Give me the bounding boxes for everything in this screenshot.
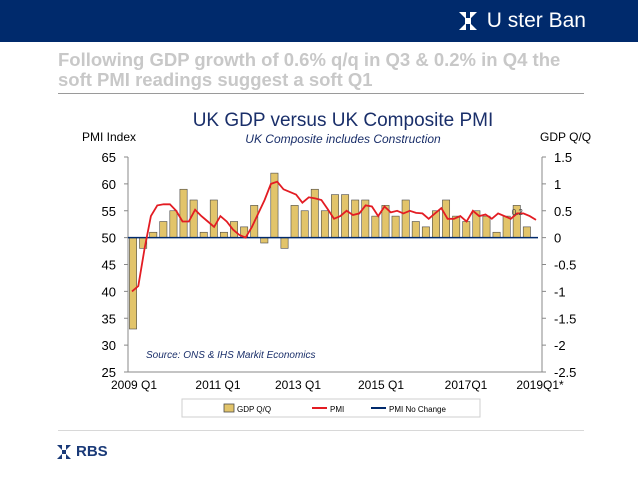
footer-logo[interactable]: RBS (56, 443, 108, 460)
right-tick-label: 1 (554, 177, 561, 192)
gdp-bar (320, 210, 329, 238)
gdp-bar (129, 237, 137, 330)
gdp-bar (502, 215, 511, 238)
gdp-bar (401, 199, 410, 238)
legend-label-gdp: GDP Q/Q (237, 405, 271, 414)
gdp-pmi-chart: UK GDP versus UK Composite PMI UK Compos… (82, 110, 591, 418)
left-axis-label: PMI Index (82, 130, 136, 144)
gdp-bar (290, 205, 299, 238)
gdp-bar (411, 221, 420, 238)
right-axis-label: GDP Q/Q (540, 130, 591, 144)
right-tick-label: 0.5 (554, 204, 572, 219)
left-tick-label: 60 (102, 177, 116, 192)
right-tick-label: -2.5 (554, 365, 576, 380)
rbs-logo-icon (57, 444, 71, 459)
x-tick-label: 2009 Q1 (111, 378, 157, 392)
x-tick-label: 2013 Q1 (275, 378, 321, 392)
gdp-bar (391, 215, 400, 238)
chart-container: UK GDP versus UK Composite PMI UK Compos… (0, 96, 638, 426)
left-tick-label: 65 (102, 150, 116, 165)
gdp-bar (351, 199, 360, 238)
plot-area: 65 60 55 50 45 40 35 30 25 1.5 1 0.5 0 -0.5 -1 -1.5 -2 -2… (102, 150, 577, 392)
left-tick-label: 35 (102, 311, 116, 326)
legend-label-no-change: PMI No Change (389, 405, 446, 414)
gdp-bar (169, 210, 178, 238)
gdp-bar (300, 210, 309, 238)
left-tick-label: 50 (102, 231, 116, 246)
gdp-bar (310, 188, 319, 238)
x-tick-label: 2015 Q1 (358, 378, 404, 392)
gdp-bar (159, 221, 168, 238)
source-note: Source: ONS & IHS Markit Economics (146, 350, 316, 361)
gdp-bar (260, 237, 269, 244)
right-tick-label: -1 (554, 284, 566, 299)
gdp-bar (371, 215, 380, 238)
legend-box (181, 398, 481, 418)
gdp-bar (341, 194, 350, 238)
gdp-bar (421, 226, 430, 238)
x-tick-label: 2017Q1 (445, 378, 488, 392)
gdp-bar (209, 199, 218, 238)
right-tick-label: -2 (554, 338, 566, 353)
x-tick-label: 2019Q1* (516, 378, 564, 392)
right-tick-label: -0.5 (554, 258, 576, 273)
pmi-line (131, 180, 537, 293)
gdp-bar (179, 188, 188, 238)
right-tick-label: 0 (554, 231, 561, 246)
left-tick-label: 45 (102, 258, 116, 273)
brand-logo[interactable]: U ster Ban (457, 7, 586, 35)
footer-brand: RBS (76, 443, 108, 460)
bank-logo-icon (458, 12, 477, 30)
left-tick-label: 40 (102, 284, 116, 299)
title-divider (58, 93, 584, 94)
left-tick-label: 55 (102, 204, 116, 219)
brand-name: U ster Ban (486, 9, 586, 32)
chart-legend: GDP Q/Q PMI PMI No Change (181, 398, 481, 418)
gdp-bar (219, 231, 228, 238)
right-tick-label: -1.5 (554, 311, 576, 326)
left-tick-label: 30 (102, 338, 116, 353)
gdp-annotation: 0.2 (512, 208, 524, 217)
legend-swatch-gdp (223, 403, 235, 413)
legend-label-pmi: PMI (330, 405, 344, 414)
gdp-bar (522, 226, 531, 238)
gdp-bar (280, 237, 289, 249)
left-tick-label: 25 (102, 365, 116, 380)
gdp-bar (149, 231, 158, 238)
chart-subtitle: UK Composite includes Construction (245, 132, 441, 146)
right-tick-label: 1.5 (554, 150, 572, 165)
header-bar: U ster Ban (0, 0, 638, 42)
gdp-bar (199, 231, 208, 238)
gdp-bar (492, 231, 501, 238)
x-tick-label: 2011 Q1 (195, 378, 240, 392)
footer-divider (58, 430, 584, 431)
gdp-bar (462, 221, 471, 238)
gdp-bar (482, 215, 491, 238)
chart-title: UK GDP versus UK Composite PMI (193, 110, 494, 131)
slide-title: Following GDP growth of 0.6% q/q in Q3 &… (58, 49, 561, 90)
